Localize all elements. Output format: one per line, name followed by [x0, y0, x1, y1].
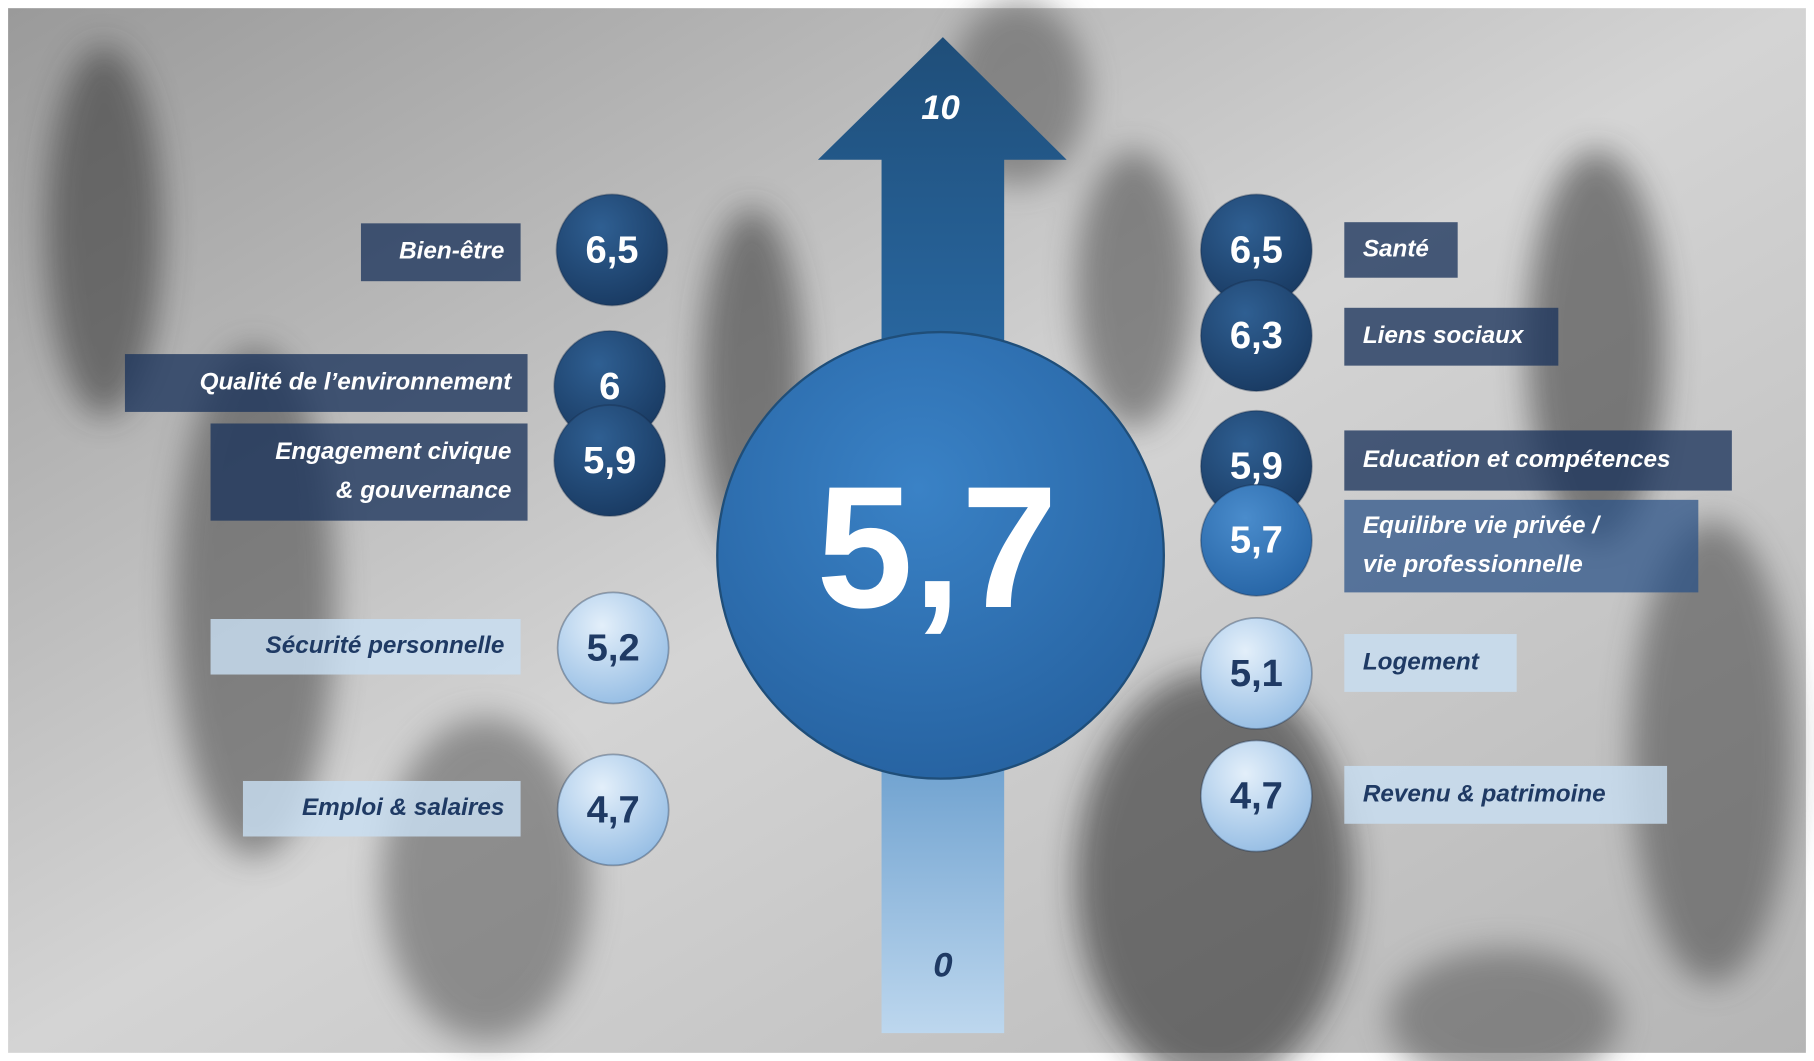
score: 6,5 [1230, 228, 1283, 271]
indicator-label: Engagement civique [275, 438, 511, 465]
scale-top: 10 [921, 89, 960, 127]
indicator-label: Education et compétences [1363, 446, 1671, 473]
scale-bottom: 0 [933, 946, 952, 984]
score: 5,9 [583, 439, 636, 482]
indicator-label: Santé [1363, 235, 1429, 262]
indicator-label: Bien-être [399, 238, 504, 265]
indicator-label: Revenu & patrimoine [1363, 780, 1606, 807]
score: 5,2 [587, 626, 640, 669]
score: 4,7 [1230, 774, 1283, 817]
indicator-label: Logement [1363, 648, 1480, 675]
score: 4,7 [587, 788, 640, 831]
score: 6 [599, 365, 620, 408]
indicator-label: vie professionnelle [1363, 551, 1583, 578]
score: 6,5 [585, 228, 638, 271]
indicator-label: Liens sociaux [1363, 322, 1525, 349]
indicator-label: Emploi & salaires [302, 794, 504, 821]
score: 5,9 [1230, 445, 1283, 488]
indicator-label: Equilibre vie privée / [1363, 512, 1601, 539]
overall-score: 5,7 [816, 450, 1057, 644]
infographic: 10 0 5,7 Bien-être Qualité de l’environne… [0, 0, 1814, 1061]
indicator-label: Sécurité personnelle [266, 632, 505, 659]
indicator-label: Qualité de l’environnement [200, 368, 513, 395]
score: 5,7 [1230, 519, 1283, 562]
score: 5,1 [1230, 652, 1283, 695]
indicator-label: & gouvernance [336, 477, 511, 504]
score: 6,3 [1230, 314, 1283, 357]
